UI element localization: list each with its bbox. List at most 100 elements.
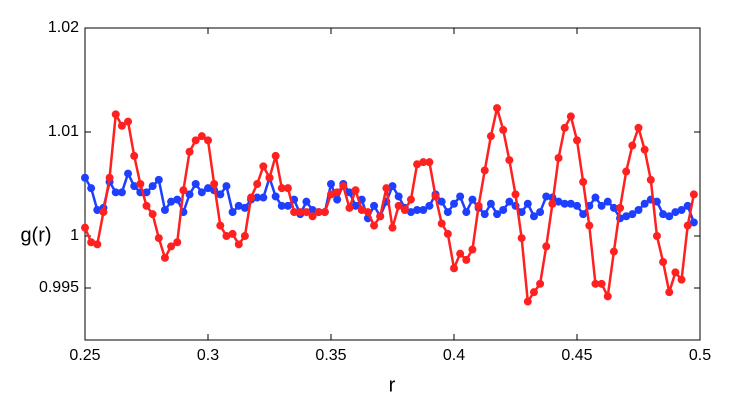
- series-marker: [259, 193, 268, 202]
- series-marker: [652, 197, 661, 206]
- series-marker: [603, 197, 612, 206]
- series-marker: [665, 212, 674, 221]
- series-marker: [517, 208, 526, 217]
- y-tick-label: 0.995: [39, 279, 79, 296]
- series-marker: [99, 208, 108, 217]
- series-marker: [333, 195, 342, 204]
- series-marker: [646, 175, 655, 184]
- series-marker: [253, 193, 262, 202]
- series-marker: [554, 154, 563, 162]
- series-marker: [234, 240, 243, 249]
- series-marker: [204, 184, 212, 193]
- y-tick-label: 1.02: [48, 19, 79, 36]
- series-marker: [320, 208, 329, 217]
- series-marker: [689, 218, 698, 227]
- series-marker: [228, 229, 237, 238]
- series-marker: [609, 203, 618, 212]
- series-marker: [591, 279, 600, 288]
- series-marker: [523, 297, 532, 306]
- series-marker: [302, 197, 311, 206]
- series-marker: [486, 132, 495, 141]
- series-marker: [474, 201, 483, 210]
- series-marker: [517, 234, 526, 243]
- series-marker: [191, 180, 200, 188]
- series-marker: [148, 210, 157, 219]
- series-marker: [314, 208, 323, 217]
- series-marker: [413, 160, 422, 169]
- series-marker: [437, 197, 446, 206]
- series-marker: [542, 192, 551, 201]
- series-marker: [640, 145, 649, 154]
- series-marker: [117, 121, 126, 130]
- series-marker: [247, 193, 256, 202]
- series-marker: [191, 136, 200, 145]
- series-marker: [197, 188, 206, 197]
- series-marker: [529, 212, 538, 221]
- series-marker: [394, 201, 403, 210]
- series-marker: [185, 190, 194, 199]
- series-marker: [677, 206, 686, 214]
- series-marker: [93, 240, 102, 249]
- series-marker: [683, 221, 692, 230]
- series-marker: [683, 201, 692, 210]
- x-tick-label: 0.25: [69, 347, 100, 364]
- series-marker: [339, 182, 348, 191]
- series-marker: [81, 173, 89, 182]
- series-marker: [462, 208, 471, 217]
- series-marker: [167, 197, 176, 206]
- series-marker: [210, 180, 219, 188]
- series-marker: [105, 173, 114, 182]
- series-marker: [271, 151, 280, 160]
- series-marker: [671, 208, 680, 217]
- series-marker: [148, 182, 157, 191]
- series-marker: [566, 199, 575, 208]
- series-marker: [659, 258, 668, 266]
- series-marker: [124, 169, 133, 178]
- series-marker: [536, 208, 545, 217]
- series-marker: [253, 180, 262, 188]
- series-marker: [622, 167, 631, 176]
- series-marker: [333, 188, 342, 197]
- series-marker: [468, 195, 477, 204]
- series-marker: [450, 264, 458, 273]
- series-marker: [622, 212, 631, 221]
- series-marker: [603, 292, 612, 301]
- series-marker: [573, 136, 581, 145]
- series-marker: [456, 249, 465, 258]
- series-marker: [388, 223, 397, 232]
- series-marker: [277, 184, 286, 193]
- series-marker: [370, 201, 379, 210]
- series-marker: [296, 208, 305, 217]
- series-marker: [240, 203, 249, 212]
- series-marker: [431, 192, 440, 201]
- series-marker: [400, 206, 409, 214]
- series-marker: [486, 199, 495, 208]
- series-marker: [160, 206, 169, 214]
- series-marker: [671, 268, 680, 277]
- series-marker: [376, 212, 385, 221]
- x-axis-label: r: [389, 374, 396, 396]
- series-marker: [228, 208, 237, 217]
- series-marker: [536, 279, 545, 288]
- series-line: [83, 107, 696, 306]
- series-marker: [345, 188, 354, 197]
- series-marker: [689, 190, 698, 199]
- series-marker: [443, 229, 452, 238]
- series-marker: [351, 186, 360, 195]
- series-marker: [117, 188, 126, 197]
- series-marker: [616, 203, 625, 212]
- series-marker: [585, 221, 594, 230]
- series-marker: [130, 151, 139, 160]
- series-marker: [382, 184, 391, 193]
- series-marker: [468, 245, 477, 254]
- series-marker: [277, 201, 286, 210]
- series-marker: [160, 253, 169, 262]
- series-marker: [505, 197, 514, 206]
- series-marker: [493, 104, 502, 113]
- series-marker: [259, 162, 268, 171]
- series-marker: [185, 147, 194, 156]
- series-marker: [499, 125, 508, 134]
- series-marker: [548, 199, 557, 208]
- series-marker: [640, 199, 649, 208]
- series-marker: [363, 208, 372, 217]
